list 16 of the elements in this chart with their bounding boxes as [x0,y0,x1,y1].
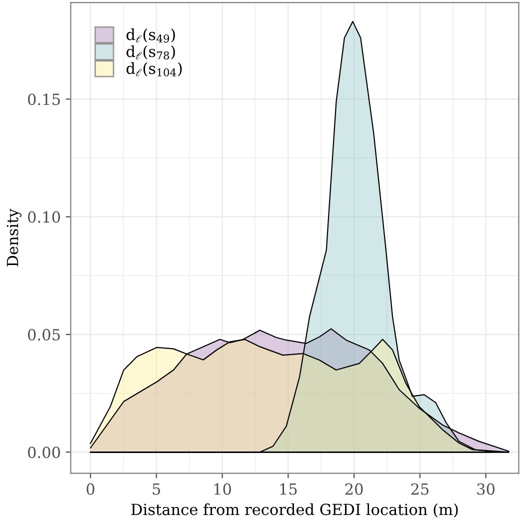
x-tick-label: 0 [86,483,94,495]
x-tick-label: 25 [411,483,428,495]
y-tick-label: 0.00 [28,446,60,458]
x-axis-title: Distance from recorded GEDI location (m) [131,503,458,518]
legend-label: d$_{ℓ}$(s$_{104}$) [126,62,182,76]
x-tick-label: 15 [280,483,297,495]
legend-label: d$_{ℓ}$(s$_{49}$) [126,28,175,43]
y-tick-label: 0.10 [28,211,60,223]
x-tick-label: 20 [345,483,363,495]
x-tick-label: 5 [152,484,160,495]
legend-label: d$_{ℓ}$(s$_{78}$) [126,45,175,60]
x-tick-label: 30 [477,483,495,495]
x-tick-label: 10 [214,483,231,495]
y-tick-label: 0.15 [28,94,60,106]
y-axis-title: Density [6,208,22,266]
y-tick-label: 0.05 [28,328,60,340]
